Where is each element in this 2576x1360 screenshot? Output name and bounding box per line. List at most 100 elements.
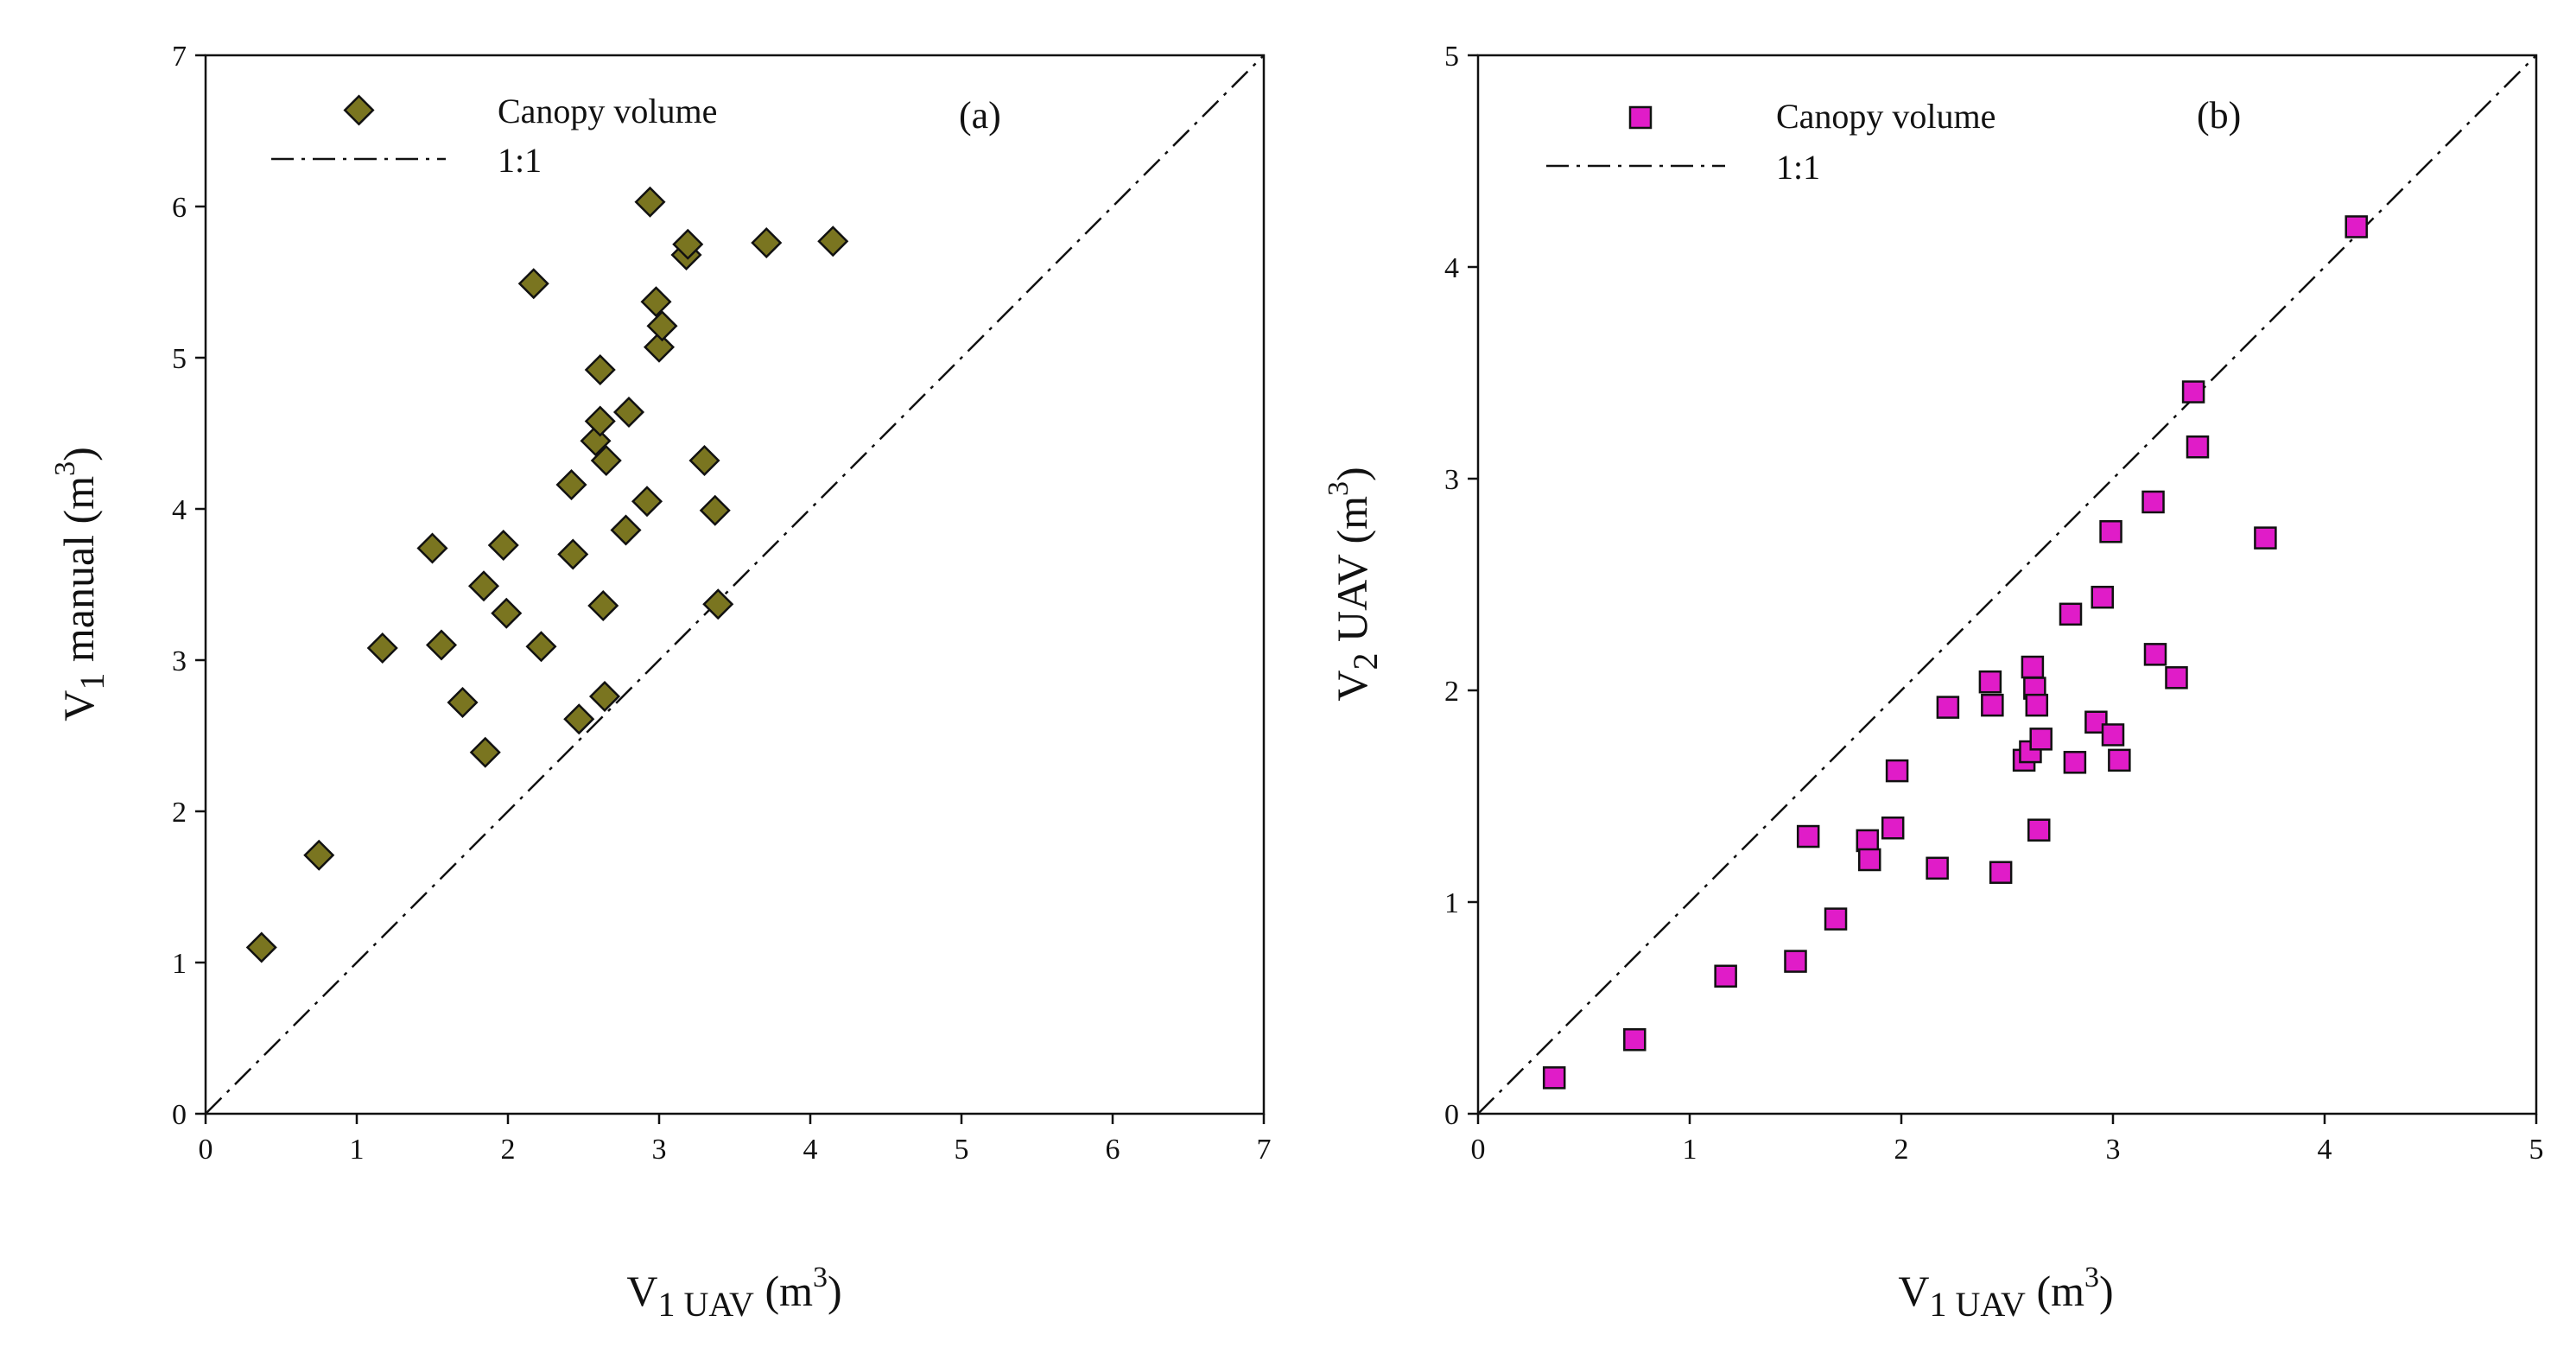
data-point-b-6 <box>1856 829 1880 853</box>
data-point-a-1 <box>303 839 335 871</box>
x-axis-title-b: V1 UAV (m3) <box>1898 1261 2113 1324</box>
data-point-b-23 <box>2063 751 2087 774</box>
data-point-a-0 <box>245 931 277 963</box>
x-tick-label-b-0: 0 <box>1471 1134 1486 1166</box>
data-point-b-17 <box>2021 655 2045 679</box>
data-point-a-6 <box>467 570 500 602</box>
y-axis-ticks-b: 0 1 2 3 4 5 <box>1444 41 1478 1131</box>
data-point-a-16 <box>584 405 616 437</box>
data-point-b-7 <box>1858 848 1881 872</box>
data-point-b-30 <box>2143 643 2167 666</box>
data-point-a-33 <box>751 226 783 259</box>
data-point-a-7 <box>469 736 501 768</box>
legend-label-canopy-volume-b: Canopy volume <box>1776 97 1995 136</box>
data-point-b-8 <box>1881 817 1905 840</box>
x-tick-label-a-5: 5 <box>955 1134 969 1166</box>
data-point-a-17 <box>584 353 616 386</box>
y-axis-ticks-a: 0 1 2 3 4 5 6 7 <box>172 41 206 1131</box>
y-tick-label-b-0: 0 <box>1444 1099 1459 1131</box>
data-point-a-14 <box>563 703 595 735</box>
data-point-a-5 <box>447 686 479 719</box>
legend-marker-canopy-volume-b <box>1628 105 1653 130</box>
plot-area-b <box>1476 54 2538 1115</box>
data-point-a-18 <box>587 589 619 622</box>
data-point-b-31 <box>2165 666 2188 690</box>
x-tick-label-a-0: 0 <box>199 1134 213 1166</box>
data-point-b-9 <box>1885 759 1909 783</box>
y-tick-label-a-2: 2 <box>172 797 187 829</box>
y-tick-label-a-7: 7 <box>172 41 187 73</box>
y-tick-label-b-3: 3 <box>1444 464 1459 496</box>
data-point-b-29 <box>2141 490 2165 514</box>
panel-label-b: (b) <box>2197 94 2241 137</box>
data-point-a-12 <box>555 468 587 501</box>
data-point-b-28 <box>2108 748 2131 772</box>
data-point-a-11 <box>525 631 557 663</box>
x-tick-label-a-3: 3 <box>652 1134 667 1166</box>
data-point-a-8 <box>487 529 519 562</box>
data-point-b-0 <box>1542 1066 1566 1090</box>
x-tick-label-b-4: 4 <box>2318 1134 2332 1166</box>
y-tick-label-a-1: 1 <box>172 948 187 980</box>
data-point-a-23 <box>631 486 663 518</box>
reference-line-1-1-b <box>1477 54 2537 1115</box>
data-point-b-25 <box>2091 585 2114 609</box>
data-point-b-1 <box>1623 1028 1646 1052</box>
x-tick-label-b-2: 2 <box>1894 1134 1909 1166</box>
y-tick-label-a-3: 3 <box>172 645 187 677</box>
data-point-a-3 <box>416 532 448 564</box>
panel-label-a: (a) <box>959 94 1001 137</box>
data-point-b-13 <box>1981 693 2004 717</box>
x-tick-label-a-1: 1 <box>350 1134 365 1166</box>
data-point-a-26 <box>643 331 676 363</box>
data-point-b-2 <box>1714 964 1737 988</box>
data-point-a-30 <box>688 444 720 477</box>
reference-line-1-1-a <box>205 54 1265 1115</box>
x-tick-label-a-6: 6 <box>1106 1134 1120 1166</box>
data-point-a-24 <box>634 186 666 218</box>
data-point-b-5 <box>1824 907 1848 931</box>
legend-b: Canopy volume 1:1 <box>1546 97 1995 187</box>
y-tick-label-a-5: 5 <box>172 343 187 375</box>
data-point-a-19 <box>588 680 621 713</box>
data-point-b-20 <box>2027 818 2051 842</box>
y-tick-label-a-6: 6 <box>172 192 187 224</box>
x-tick-label-a-7: 7 <box>1257 1134 1272 1166</box>
data-point-b-11 <box>1936 696 1960 719</box>
data-point-b-19 <box>2025 693 2049 717</box>
x-axis-ticks-b: 0 1 2 3 4 5 <box>1471 1114 2544 1166</box>
data-point-a-10 <box>517 268 549 300</box>
x-axis-ticks-a: 0 1 2 3 4 5 6 7 <box>199 1114 1272 1166</box>
legend-marker-canopy-volume-a <box>343 94 375 126</box>
legend-label-1-1-a: 1:1 <box>498 141 542 180</box>
data-point-a-13 <box>557 538 589 570</box>
data-point-a-31 <box>699 494 731 526</box>
data-point-b-14 <box>1989 861 2013 884</box>
data-point-b-26 <box>2099 520 2122 543</box>
data-points-b <box>1542 215 2368 1090</box>
y-tick-label-b-5: 5 <box>1444 41 1459 73</box>
data-point-a-4 <box>425 629 458 661</box>
data-point-a-34 <box>817 226 849 257</box>
data-point-a-22 <box>612 396 645 429</box>
x-tick-label-b-5: 5 <box>2529 1134 2544 1166</box>
x-tick-label-a-4: 4 <box>803 1134 818 1166</box>
data-point-a-9 <box>491 597 523 629</box>
data-points-a <box>245 186 849 963</box>
data-point-b-24 <box>2084 710 2108 734</box>
x-tick-label-b-3: 3 <box>2106 1134 2121 1166</box>
data-point-b-3 <box>1784 950 1807 973</box>
data-point-a-20 <box>590 444 622 477</box>
y-tick-label-a-0: 0 <box>172 1099 187 1131</box>
y-axis-title-b: V2 UAV (m3) <box>1323 467 1385 701</box>
data-point-b-4 <box>1796 824 1820 848</box>
data-point-b-10 <box>1926 856 1949 880</box>
data-point-a-27 <box>646 310 678 342</box>
data-point-b-21 <box>2029 728 2053 751</box>
data-point-b-12 <box>1978 670 2002 694</box>
data-point-a-32 <box>702 588 734 620</box>
data-point-b-35 <box>2344 215 2368 238</box>
chart-panel-b: 0 1 2 3 4 5 0 1 2 3 4 5 Canopy volume 1:1 (b) V1 U… <box>1323 41 2544 1324</box>
y-tick-label-b-4: 4 <box>1444 252 1459 284</box>
